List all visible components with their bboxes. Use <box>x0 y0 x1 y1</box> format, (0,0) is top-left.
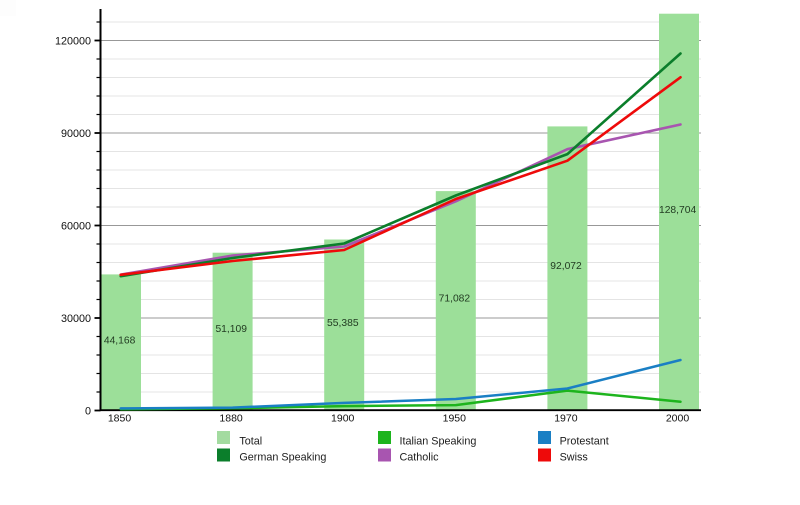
svg-text:Total: Total <box>239 435 262 447</box>
svg-text:55,385: 55,385 <box>327 318 359 329</box>
svg-text:92,072: 92,072 <box>550 261 582 272</box>
svg-text:90000: 90000 <box>61 128 91 140</box>
svg-text:51,109: 51,109 <box>215 324 247 335</box>
svg-text:1970: 1970 <box>554 413 578 425</box>
svg-text:German Speaking: German Speaking <box>239 451 326 463</box>
svg-text:71,082: 71,082 <box>439 293 471 304</box>
svg-text:1950: 1950 <box>443 413 467 425</box>
svg-text:44,168: 44,168 <box>104 335 136 346</box>
svg-text:Catholic: Catholic <box>400 451 440 463</box>
svg-text:128,704: 128,704 <box>659 205 696 216</box>
svg-text:Protestant: Protestant <box>560 435 609 447</box>
svg-text:0: 0 <box>85 406 91 418</box>
svg-text:1850: 1850 <box>108 413 132 425</box>
svg-text:120000: 120000 <box>55 36 91 48</box>
svg-text:60000: 60000 <box>61 221 91 233</box>
svg-text:2000: 2000 <box>666 413 690 425</box>
svg-text:1880: 1880 <box>219 413 243 425</box>
svg-text:Italian Speaking: Italian Speaking <box>400 435 477 447</box>
svg-text:1900: 1900 <box>331 413 355 425</box>
svg-text:30000: 30000 <box>61 313 91 325</box>
svg-text:Swiss: Swiss <box>560 451 589 463</box>
